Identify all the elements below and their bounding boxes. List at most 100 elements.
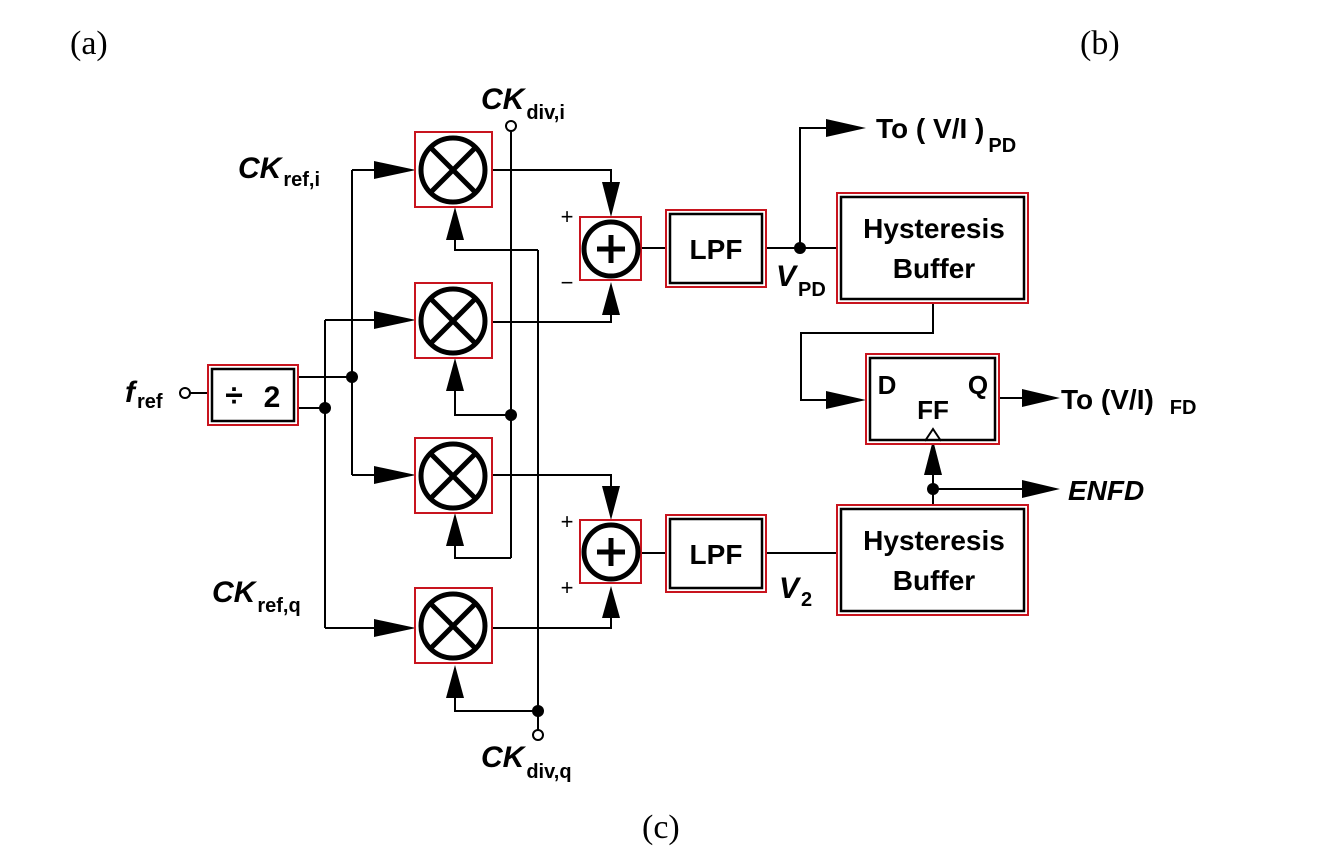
hyst-top-inner: [839, 195, 1026, 301]
label-v2-sub: 2: [801, 589, 812, 611]
arrow-ffd-in: [826, 391, 866, 409]
arrow-ckdivq-mix1: [446, 207, 464, 240]
arrow-ckrefi-mix1: [374, 161, 416, 179]
wire-mix2-to-sum-top: [492, 297, 612, 323]
label-fref-sub: ref: [137, 391, 163, 413]
ff-name-label: FF: [917, 395, 949, 425]
caption-c: (c): [642, 809, 680, 846]
label-to-fd-sub: FD: [1170, 397, 1197, 419]
mixer-2: [414, 282, 493, 359]
adder-top: [579, 216, 642, 281]
junction-ckdivq: [532, 705, 544, 717]
label-v2-base: V: [779, 572, 802, 605]
sign-sum-top-plus: +: [561, 204, 574, 229]
arrow-to-fd: [1022, 389, 1060, 407]
label-ckrefi-base: CK: [238, 152, 284, 185]
mixer-4: [414, 587, 493, 664]
hyst-top-line1: Hysteresis: [863, 213, 1005, 244]
flip-flop: D Q FF: [865, 353, 1000, 445]
lpf-bottom-outline: [665, 514, 767, 593]
caption-a: (a): [70, 25, 108, 62]
junction-ckrefi: [346, 371, 358, 383]
divider-symbol: ÷: [225, 377, 243, 413]
ff-clock-triangle: [924, 427, 942, 442]
junction-ckdivi: [505, 409, 517, 421]
arrow-to-pd: [826, 119, 866, 137]
arrow-ckrefi-mix3: [374, 466, 416, 484]
hyst-top-outline: [836, 192, 1029, 304]
hyst-bottom-inner: [839, 507, 1026, 613]
ff-d-label: D: [878, 370, 897, 400]
hyst-bottom-line1: Hysteresis: [863, 525, 1005, 556]
label-ckdivi: CK div,i: [481, 83, 565, 124]
divider-value: 2: [264, 381, 281, 414]
pin-ckdivi: [505, 120, 517, 132]
label-to-fd-base: To (V/I): [1061, 384, 1154, 415]
arrow-sum-bottom-in2: [602, 586, 620, 618]
label-to-pd: To ( V/I )PD: [876, 113, 1016, 157]
label-ckdivq: CK div,q: [481, 741, 572, 783]
label-fref: f ref: [125, 376, 163, 413]
arrow-ckdivq-mix4: [446, 665, 464, 698]
arrow-sum-top-in1: [602, 182, 620, 217]
arrow-sum-top-in2: [602, 282, 620, 315]
label-ckdivi-sub: div,i: [526, 102, 565, 124]
arrowheads: [374, 119, 1060, 698]
mixer-3: [414, 437, 493, 514]
label-ckrefq-sub: ref,q: [257, 595, 300, 617]
hyst-top-line2: Buffer: [893, 253, 976, 284]
wire-mix3-to-sum-bottom: [492, 474, 612, 498]
lpf-bottom-label: LPF: [690, 539, 743, 570]
divider-outline: [207, 364, 299, 426]
label-fref-base: f: [125, 376, 138, 409]
junction-vpd: [794, 242, 806, 254]
label-ckdivi-base: CK: [481, 83, 527, 116]
label-ckdivq-sub: div,q: [526, 761, 571, 783]
label-ckrefq: CK ref,q: [212, 576, 301, 617]
wire-hyst-top-to-ffd: [800, 303, 934, 401]
sign-sum-bottom-plus-bottom: +: [561, 575, 574, 600]
lpf-top: LPF: [665, 209, 767, 288]
ff-inner: [868, 356, 997, 442]
lpf-bottom: LPF: [665, 514, 767, 593]
wire-vpd-to-output: [799, 127, 832, 248]
label-to-fd: To (V/I) FD: [1061, 384, 1196, 419]
label-enfd: ENFD: [1068, 475, 1144, 506]
lpf-top-inner: [668, 212, 764, 285]
mixer-1: [414, 131, 493, 208]
divider-block: ÷ 2: [207, 364, 299, 426]
label-ckrefq-base: CK: [212, 576, 258, 609]
junction-enfd: [927, 483, 939, 495]
arrow-ckrefq-mix4: [374, 619, 416, 637]
arrow-ckdivi-mix3: [446, 513, 464, 546]
pin-ckdivq: [532, 729, 544, 741]
lpf-top-label: LPF: [690, 234, 743, 265]
label-to-pd-sub: PD: [988, 135, 1016, 157]
arrow-enfd: [1022, 480, 1060, 498]
ff-q-label: Q: [968, 370, 988, 400]
mixer-2-cross-b: [429, 297, 477, 345]
label-to-pd-base: To ( V/I ): [876, 113, 984, 144]
lpf-bottom-inner: [668, 517, 764, 590]
adder-bottom: [579, 519, 642, 584]
label-ckrefi-sub: ref,i: [283, 169, 320, 191]
lpf-top-outline: [665, 209, 767, 288]
pin-fref: [179, 387, 191, 399]
wire-mix4-to-sum-bottom: [492, 600, 612, 629]
divider-inner: [210, 367, 296, 423]
arrow-ckrefq-mix2: [374, 311, 416, 329]
label-ckdivq-base: CK: [481, 741, 527, 774]
hysteresis-buffer-top: Hysteresis Buffer: [836, 192, 1029, 304]
arrow-ffclk-in: [924, 440, 942, 475]
junction-dots: [319, 242, 939, 717]
mixer-4-cross-b: [429, 602, 477, 650]
wire-ckdivi-to-mix2: [454, 375, 511, 416]
arrow-sum-bottom-in1: [602, 486, 620, 520]
hysteresis-buffer-bottom: Hysteresis Buffer: [836, 504, 1029, 616]
wire-mix1-to-sum-top: [492, 169, 612, 193]
label-vpd-base: V: [776, 260, 799, 293]
mixer-3-cross-b: [429, 452, 477, 500]
wire-ckdivq-to-mix1: [454, 222, 538, 251]
